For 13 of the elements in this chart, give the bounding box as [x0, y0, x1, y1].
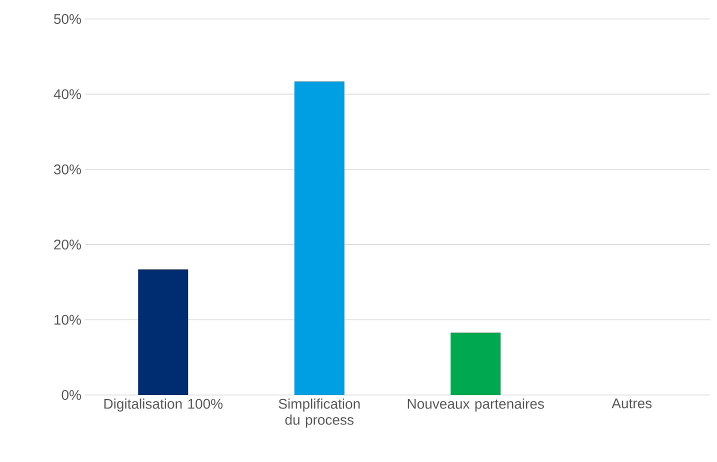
y-tick-label: 20%: [54, 240, 81, 250]
bar: [450, 332, 501, 395]
y-tick-label: 50%: [54, 14, 81, 24]
x-tick-label: Nouveaux partenaires: [408, 398, 544, 412]
y-tick-label: 0%: [62, 390, 81, 400]
y-tick-label: 30%: [54, 164, 81, 174]
x-tick-label: Autres: [612, 398, 652, 408]
y-tick-label: 40%: [54, 89, 81, 100]
x-tick-label: Simplification du process: [278, 398, 360, 428]
y-tick-label: 10%: [54, 314, 81, 325]
x-tick-label: Digitalisation 100%: [104, 398, 223, 412]
bar: [294, 81, 344, 395]
bar: [138, 269, 188, 395]
